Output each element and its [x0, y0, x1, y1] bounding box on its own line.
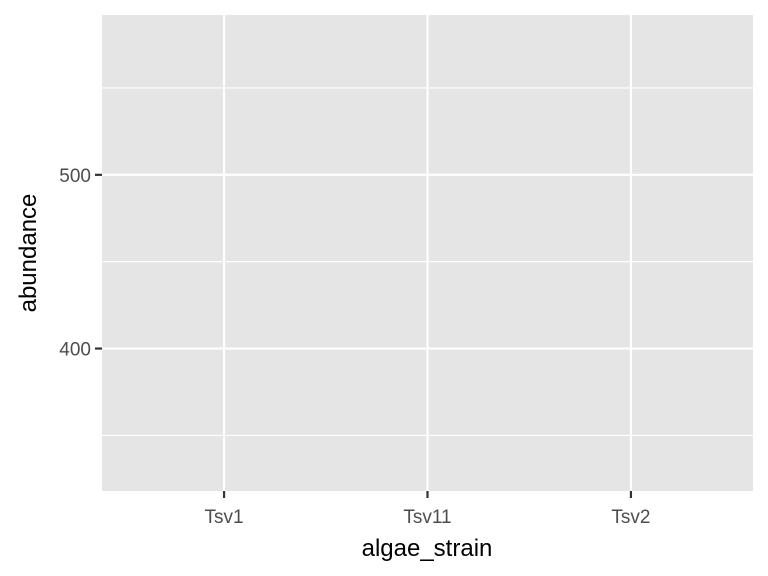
x-tick-label: Tsv1 [205, 507, 244, 528]
y-tick-label: 500 [59, 166, 91, 187]
x-tick-label: Tsv11 [403, 507, 451, 528]
axis-ticks [95, 173, 633, 498]
y-tick-label: 400 [59, 340, 91, 361]
x-axis-title: algae_strain [362, 535, 493, 562]
x-tick-label: Tsv2 [611, 507, 650, 528]
major-gridlines [102, 15, 753, 491]
y-axis-title: abundance [15, 194, 42, 313]
tick-labels: 400 500 Tsv1 Tsv11 Tsv2 [59, 166, 650, 528]
